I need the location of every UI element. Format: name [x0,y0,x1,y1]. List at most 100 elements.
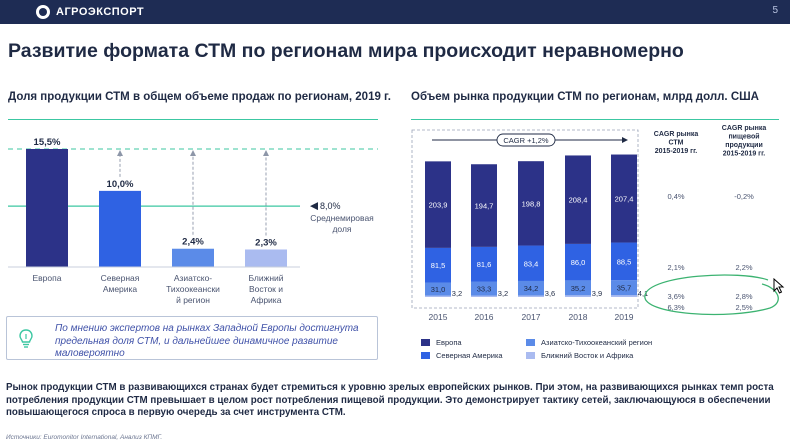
bar-0 [26,149,68,267]
category-label: Америка [103,284,138,294]
cagr-header-1: СТМ [669,140,684,147]
header-bar: АГРОЭКСПОРТ 5 [0,0,790,24]
segment-label: 198,8 [522,199,541,208]
plot-frame [411,129,639,309]
segment-label: 35,2 [571,284,586,293]
stack-segment [471,281,497,296]
legend-north-america: Северная Америка [421,351,503,360]
segment-label: 207,4 [615,195,634,204]
stack-segment [425,282,451,296]
category-label: Африка [251,295,282,305]
cagr-stm-value: 2,1% [667,263,684,272]
cagr-food-value: 2,2% [735,263,752,272]
category-label: Северная [101,273,140,283]
legend-label: Европа [436,338,462,347]
expert-note-box: По мнению экспертов на рынках Западной Е… [6,316,378,360]
bar-value-label: 15,5% [34,137,61,148]
year-label: 2016 [475,312,494,322]
segment-label: 4,1 [638,289,648,298]
stack-segment [565,295,591,297]
category-label: Европа [33,273,62,283]
left-chart-title: Доля продукции СТМ в общем объеме продаж… [8,91,391,103]
gap-arrow-head [117,150,123,156]
category-label: Тихоокеански [166,284,220,294]
cagr-food-value: 2,5% [735,303,752,312]
category-label: й регион [176,295,210,305]
segment-label: 208,4 [569,196,588,205]
average-text: доля [332,224,351,234]
stack-segment [611,280,637,296]
cagr-header-2: продукции [725,142,763,149]
stack-segment [425,295,451,297]
legend-asia-pacific: Азиатско-Тихоокеанский регион [526,338,652,347]
cagr-header-2: CAGR рынка [722,125,767,132]
year-label: 2018 [569,312,588,322]
segment-label: 3,6 [545,289,555,298]
gap-arrow-head [263,150,269,156]
stack-segment [518,280,544,296]
bar-2 [172,248,214,267]
page-number: 5 [772,5,778,16]
segment-label: 34,2 [524,284,539,293]
cagr-header-1: CAGR рынка [654,131,699,138]
logo-icon [36,5,50,19]
stack-segment [518,295,544,297]
legend-swatch [526,339,535,346]
stack-segment [518,245,544,281]
bar-value-label: 2,4% [182,237,204,248]
source-note: Источники: Euromonitor International, Ан… [6,434,163,441]
cagr-food-value: 2,8% [735,292,752,301]
segment-label: 83,4 [524,259,539,268]
cagr-stm-value: 6,3% [667,303,684,312]
legend-label: Азиатско-Тихоокеанский регион [541,338,653,347]
segment-label: 35,7 [617,284,632,293]
lightbulb-icon [19,329,33,348]
legend-label: Северная Америка [436,351,503,360]
segment-label: 81,5 [431,261,446,270]
legend-swatch [526,352,535,359]
year-label: 2017 [522,312,541,322]
logo: АГРОЭКСПОРТ [36,4,144,20]
cagr-header-2: пищевой [728,133,759,141]
cagr-stm-value: 0,4% [667,192,684,201]
segment-label: 3,2 [452,289,462,298]
page-title: Развитие формата СТМ по регионам мира пр… [8,40,684,62]
bar-value-label: 10,0% [107,179,134,190]
stack-segment [565,280,591,296]
stack-segment [565,243,591,281]
bar-1 [99,190,141,267]
right-stacked-chart: 3,2 31,0 81,5 203,9 2015 3,2 33,3 81,6 194,7 2016… [411,125,779,322]
segment-label: 88,5 [617,257,632,266]
right-chart-title: Объем рынка продукции СТМ по регионам, м… [411,91,759,103]
average-marker-icon [310,202,318,211]
cagr-stm-value: 3,6% [667,292,684,301]
year-label: 2015 [429,312,448,322]
stack-segment [425,161,451,248]
gap-arrow-head [190,150,196,156]
highlight-ellipse [644,274,779,316]
bottom-conclusion: Рынок продукции СТМ в развивающихся стра… [6,382,774,418]
segment-label: 31,0 [431,285,446,294]
stack-segment [611,242,637,281]
cagr-pill [496,133,556,147]
segment-label: 3,9 [592,289,602,298]
stack-segment [565,155,591,244]
bar-3 [245,249,287,267]
cagr-food-value: -0,2% [734,192,754,201]
logo-text: АГРОЭКСПОРТ [56,6,145,18]
left-title-rule [8,119,378,120]
category-label: Восток и [249,284,283,294]
legend-label: Ближний Восток и Африка [541,351,634,360]
legend-swatch [421,339,430,346]
average-value-label: 8,0% [320,201,341,211]
category-label: Ближний [248,273,283,283]
stack-segment [611,154,637,243]
category-label: Азиатско- [174,273,212,283]
right-title-rule [411,119,779,120]
legend-mea: Ближний Восток и Африка [526,351,633,360]
stack-segment [471,246,497,282]
bar-value-label: 2,3% [255,237,277,248]
cagr-header-1: 2015-2019 гг. [655,148,698,155]
segment-label: 194,7 [475,202,494,211]
